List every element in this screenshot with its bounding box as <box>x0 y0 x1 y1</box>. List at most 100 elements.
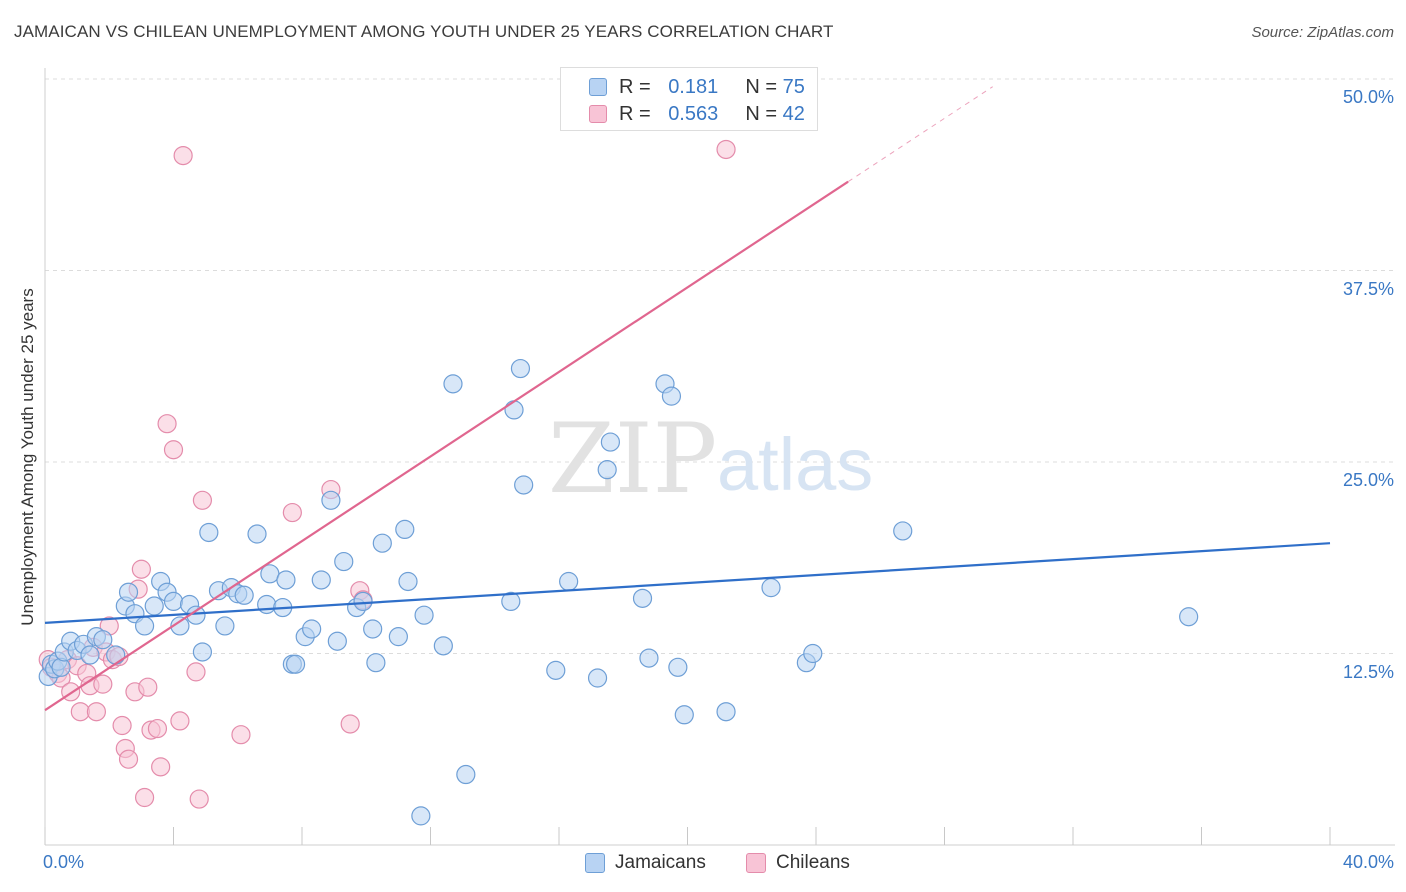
jamaicans-point <box>372 533 392 553</box>
jamaicans-point <box>803 643 823 664</box>
jamaicans-point <box>433 636 453 656</box>
jamaicans-point <box>674 705 694 725</box>
jamaicans-point <box>504 400 524 420</box>
jamaicans-point <box>716 702 736 722</box>
jamaicans-point <box>134 616 155 636</box>
bottom-legend-swatch-pink <box>746 853 766 873</box>
bottom-legend-label: Jamaicans <box>615 852 706 873</box>
legend-r-value: 0.181 <box>668 76 719 98</box>
chileans-point <box>163 440 184 460</box>
jamaicans-point <box>106 645 126 665</box>
legend-r-label: R = <box>619 76 651 98</box>
jamaicans-point <box>668 657 688 677</box>
jamaicans-point <box>93 630 113 650</box>
jamaicans-point <box>514 475 534 495</box>
chileans-point <box>70 702 90 722</box>
chileans-point <box>134 787 155 808</box>
legend-r-label: R = <box>619 103 651 125</box>
jamaicans-point <box>414 605 434 625</box>
chileans-point <box>192 490 213 510</box>
jamaicans-point <box>546 660 566 680</box>
chileans-point <box>157 414 177 434</box>
chileans-point <box>138 677 158 697</box>
jamaicans-point <box>632 588 653 608</box>
jamaicans-point <box>311 570 331 590</box>
jamaicans-point <box>186 605 206 625</box>
jamaicans-points <box>38 358 1199 826</box>
jamaicans-point <box>215 616 235 636</box>
watermark: ZIP atlas <box>548 403 873 515</box>
x-tick-label: 0.0% <box>43 852 85 872</box>
jamaicans-point <box>144 596 164 616</box>
chileans-point <box>86 702 107 722</box>
jamaicans-point <box>163 591 184 612</box>
jamaicans-point <box>395 519 415 540</box>
jamaicans-point <box>321 490 341 510</box>
axes <box>44 68 1395 846</box>
chileans-point <box>282 502 302 523</box>
jamaicans-point <box>80 645 100 665</box>
grid-lines <box>45 78 1395 654</box>
y-tick-label: 12.5% <box>1342 661 1394 682</box>
jamaicans-point <box>247 524 267 544</box>
jamaicans-point <box>661 386 682 406</box>
trend-lines <box>44 86 1331 712</box>
chileans-point <box>151 757 171 777</box>
jamaicans-point <box>302 619 322 639</box>
correlation-legend: R = 0.181 N = 75 R = 0.563 N = 42 <box>560 67 818 131</box>
legend-swatch-pink <box>589 105 607 123</box>
jamaicans-point <box>199 522 219 543</box>
chileans-point <box>716 139 736 160</box>
jamaicans-point <box>501 591 521 612</box>
y-tick-label: 50.0% <box>1342 87 1394 107</box>
jamaicans-point <box>234 585 254 605</box>
jamaicans-point <box>118 582 139 602</box>
jamaicans-point <box>456 764 476 785</box>
jamaicans-point <box>639 648 659 668</box>
bottom-legend-swatch-blue <box>585 853 605 873</box>
legend-n-label: N = <box>745 76 778 98</box>
jamaicans-point <box>366 653 386 673</box>
jamaicans-point <box>893 521 913 541</box>
jamaicans-point <box>559 571 579 592</box>
chileans-point <box>173 146 193 166</box>
chileans-point <box>112 715 132 736</box>
y-tick-label: 25.0% <box>1342 470 1394 490</box>
legend-r-value: 0.563 <box>668 103 719 125</box>
jamaicans-point <box>257 594 277 615</box>
chileans-point <box>189 789 209 809</box>
jamaicans-point <box>285 654 306 674</box>
chileans-point <box>93 674 113 694</box>
chileans-point <box>131 559 151 579</box>
watermark-zip: ZIP <box>548 403 717 515</box>
legend-n-value: 42 <box>782 103 805 125</box>
chart-title: JAMAICAN VS CHILEAN UNEMPLOYMENT AMONG Y… <box>14 22 834 41</box>
y-tick-label: 37.5% <box>1342 278 1394 299</box>
source-label: Source: ZipAtlas.com <box>1251 24 1394 41</box>
jamaicans-point <box>600 432 621 452</box>
jamaicans-point <box>587 668 608 688</box>
jamaicans-point <box>388 627 408 647</box>
jamaicans-point <box>443 374 463 394</box>
chileans-point <box>170 711 190 731</box>
x-tick-label: 40.0% <box>1342 852 1394 872</box>
chileans-trend-extension <box>847 86 993 183</box>
chileans-trend-line <box>44 180 849 712</box>
jamaicans-point <box>398 571 418 592</box>
chileans-point <box>186 662 206 682</box>
legend-n-value: 75 <box>782 76 805 98</box>
jamaicans-trend-line <box>44 542 1331 624</box>
legend-n-label: N = <box>745 103 778 125</box>
jamaicans-point <box>276 570 296 590</box>
jamaicans-point <box>170 616 190 636</box>
legend-swatch-blue <box>589 78 607 96</box>
watermark-atlas: atlas <box>717 423 873 506</box>
jamaicans-point <box>363 619 383 639</box>
jamaicans-point <box>761 578 781 598</box>
jamaicans-point <box>334 551 354 572</box>
jamaicans-point <box>1179 607 1199 627</box>
jamaicans-point <box>192 642 213 662</box>
chileans-point <box>231 725 251 745</box>
chileans-point <box>147 718 168 739</box>
